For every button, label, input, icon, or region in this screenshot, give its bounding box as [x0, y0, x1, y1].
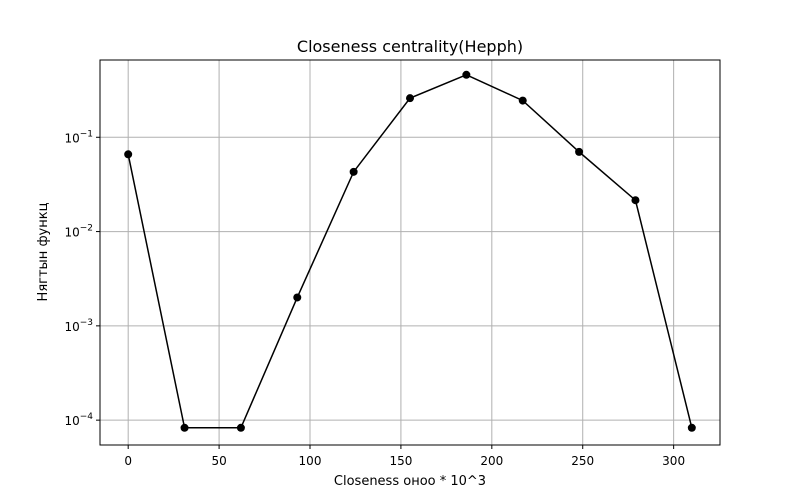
series — [124, 70, 696, 432]
grid — [100, 60, 720, 445]
y-axis-label: Нягтын функц — [36, 202, 51, 301]
y-tick-label: 10−4 — [64, 412, 93, 428]
x-tick-label: 100 — [299, 454, 322, 468]
chart-title: Closeness centrality(Hepph) — [297, 37, 523, 56]
data-point — [631, 196, 640, 205]
data-point — [349, 167, 358, 176]
data-point — [124, 150, 133, 159]
x-tick-label: 50 — [211, 454, 226, 468]
x-tick-label: 200 — [480, 454, 503, 468]
x-tick-label: 250 — [571, 454, 594, 468]
x-tick-label: 0 — [124, 454, 132, 468]
x-axis: 0 50 100 150 200 250 300 — [124, 445, 685, 468]
x-tick-label: 150 — [389, 454, 412, 468]
x-axis-label: Closeness оноо * 10^3 — [334, 474, 486, 489]
data-point — [406, 94, 414, 103]
data-point — [575, 147, 584, 156]
y-tick-label: 10−2 — [64, 224, 93, 240]
data-point — [180, 423, 189, 432]
y-tick-label: 10−3 — [64, 318, 93, 334]
data-point — [236, 423, 245, 432]
data-point — [293, 293, 302, 302]
series-line — [127, 73, 693, 429]
data-point — [687, 423, 696, 432]
y-axis: 10−4 10−3 10−2 10−1 — [64, 129, 100, 428]
data-point — [518, 96, 527, 105]
y-tick-label: 10−1 — [64, 129, 93, 145]
plot-area-frame — [99, 59, 721, 446]
data-point — [462, 70, 471, 79]
x-tick-label: 300 — [662, 454, 685, 468]
